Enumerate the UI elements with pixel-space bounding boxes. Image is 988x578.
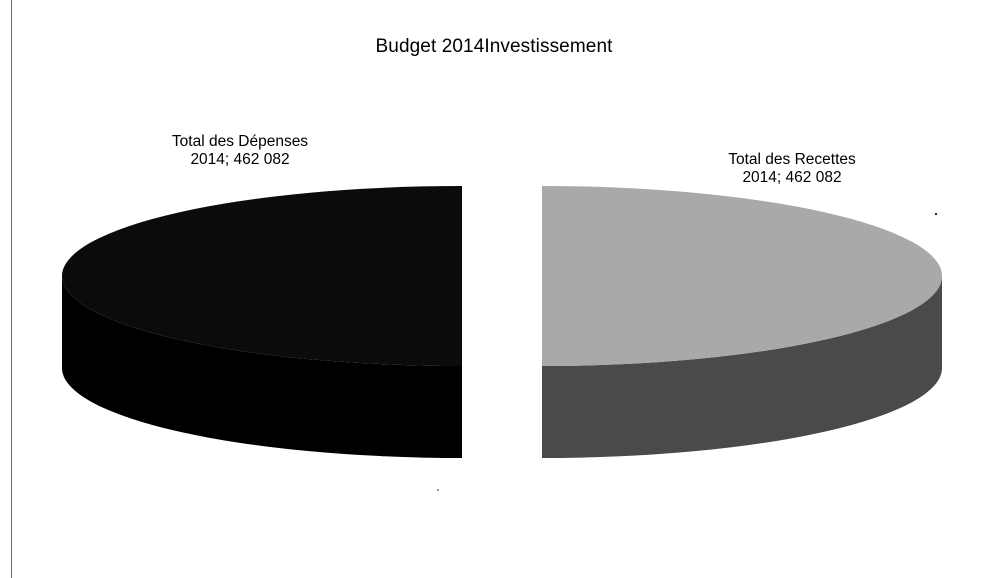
left-border-line	[11, 0, 12, 578]
slice-label-depenses: Total des Dépenses 2014; 462 082	[140, 133, 340, 169]
slice-label-recettes: Total des Recettes 2014; 462 082	[672, 151, 912, 187]
stray-mark	[437, 489, 439, 491]
stray-mark	[934, 212, 938, 216]
chart-title: Budget 2014Investissement	[375, 36, 613, 57]
slice-label-depenses-name: Total des Dépenses	[171, 133, 309, 150]
slice-label-depenses-value: 2014; 462 082	[190, 151, 290, 168]
slice-label-recettes-name: Total des Recettes	[728, 151, 856, 168]
pie-slice-0	[62, 186, 462, 366]
pie-slice-1	[542, 186, 942, 366]
slice-label-recettes-value: 2014; 462 082	[742, 169, 842, 186]
pie-slice-side-1	[542, 276, 942, 458]
pie-slice-side-0	[62, 276, 462, 458]
